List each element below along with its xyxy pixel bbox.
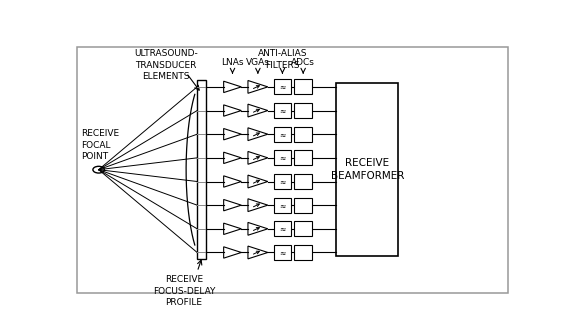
Text: ≈: ≈ (279, 248, 286, 257)
Text: LNAs: LNAs (221, 58, 244, 68)
Bar (274, 150, 291, 165)
Bar (294, 150, 312, 165)
Bar (274, 221, 291, 236)
Text: ≈: ≈ (279, 130, 286, 139)
Text: ≈: ≈ (279, 177, 286, 186)
Bar (336, 83, 398, 256)
Bar (197, 80, 206, 259)
Text: ULTRASOUND-
TRANSDUCER
ELEMENTS: ULTRASOUND- TRANSDUCER ELEMENTS (135, 49, 198, 81)
Bar (274, 198, 291, 213)
Text: RECEIVE
FOCUS-DELAY
PROFILE: RECEIVE FOCUS-DELAY PROFILE (153, 275, 215, 307)
Bar (274, 127, 291, 142)
Bar (294, 245, 312, 260)
Bar (274, 79, 291, 94)
Text: VGAs: VGAs (246, 58, 270, 68)
Text: ≈: ≈ (279, 224, 286, 233)
Bar (294, 221, 312, 236)
Bar (274, 245, 291, 260)
Text: ≈: ≈ (279, 201, 286, 210)
Text: RECEIVE
BEAMFORMER: RECEIVE BEAMFORMER (331, 158, 404, 181)
Bar (294, 198, 312, 213)
Text: ADCs: ADCs (291, 58, 315, 68)
Text: ANTI-ALIAS
FILTERS: ANTI-ALIAS FILTERS (258, 49, 307, 70)
Bar (294, 174, 312, 189)
Bar (294, 103, 312, 118)
Text: RECEIVE
FOCAL
POINT: RECEIVE FOCAL POINT (81, 129, 119, 161)
Bar (274, 103, 291, 118)
Bar (274, 174, 291, 189)
FancyBboxPatch shape (76, 47, 508, 293)
Text: ≈: ≈ (279, 82, 286, 91)
Bar (294, 127, 312, 142)
Text: ≈: ≈ (279, 106, 286, 115)
Text: ≈: ≈ (279, 153, 286, 162)
Bar (294, 79, 312, 94)
